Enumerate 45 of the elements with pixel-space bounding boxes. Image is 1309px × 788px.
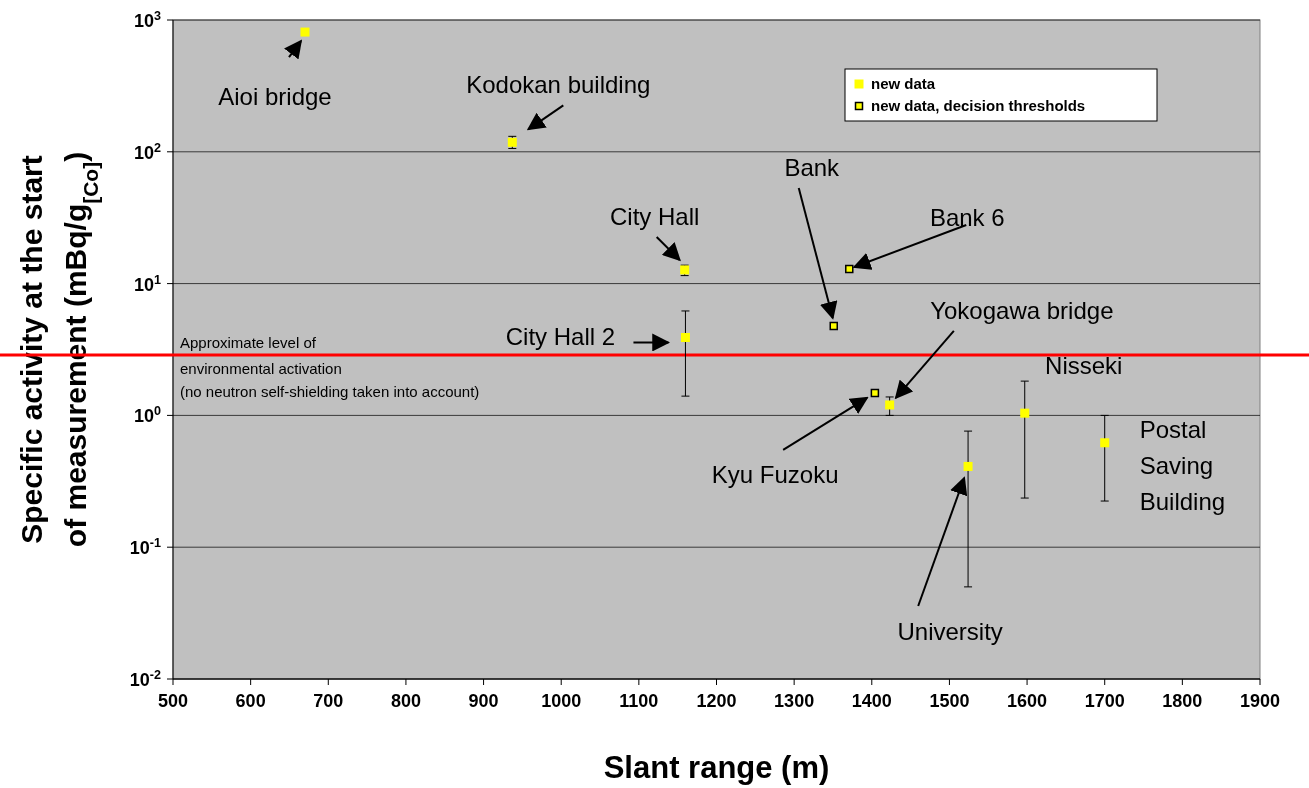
x-tick-label: 1700: [1084, 691, 1125, 711]
x-tick-label: 900: [468, 691, 499, 711]
annotation: Kyu Fuzoku: [711, 460, 839, 488]
y-tick-label: 10$^{1}$: [133, 272, 161, 295]
annotation: Bank 6: [929, 204, 1005, 232]
ref-line-label: Approximate level of environmental activation (no neutron self-shielding taken into account): [180, 334, 480, 401]
point: [963, 461, 973, 471]
y-tick-label: 10$^{-1}$: [129, 536, 161, 559]
annotation: Kodokan building: [466, 71, 651, 99]
x-tick-label: 600: [235, 691, 266, 711]
point: [870, 388, 880, 398]
point: [680, 333, 690, 342]
point: [1100, 438, 1110, 448]
annotation: Nisseki: [1045, 352, 1123, 380]
annotation: Postal Saving Building: [1139, 415, 1226, 515]
legend-label: new data: [871, 75, 936, 92]
point: [829, 321, 838, 331]
x-tick-label: 700: [313, 691, 344, 711]
x-tick-label: 1400: [851, 691, 892, 711]
x-tick-label: 1000: [541, 691, 582, 711]
point: [300, 27, 310, 37]
annotation: Aioi bridge: [218, 83, 332, 111]
annotation: City Hall: [609, 202, 700, 230]
x-tick-label: 1800: [1162, 691, 1203, 711]
x-tick-label: 1900: [1239, 691, 1281, 711]
point: [845, 264, 854, 274]
y-tick-label: 10$^{2}$: [133, 140, 161, 163]
y-tick-label: 10$^{3}$: [133, 9, 161, 31]
y-tick-label: 10$^{-2}$: [129, 668, 161, 690]
x-tick-label: 1100: [619, 691, 659, 711]
annotation: Yokogawa bridge: [930, 296, 1114, 324]
point: [885, 400, 895, 410]
point: [1020, 408, 1030, 418]
x-tick-label: 800: [390, 691, 421, 711]
x-tick-label: 500: [157, 691, 189, 711]
annotation: City Hall 2: [505, 323, 616, 351]
legend-label: new data, decision thresholds: [871, 97, 1086, 114]
x-tick-label: 1500: [929, 691, 970, 711]
x-tick-label: 1200: [696, 691, 737, 711]
x-axis-title: Slant range (m): [603, 750, 830, 785]
x-tick-label: 1600: [1007, 691, 1048, 711]
annotation: Bank: [784, 154, 841, 182]
annotation: University: [897, 618, 1003, 645]
y-tick-label: 10$^{0}$: [133, 404, 161, 427]
x-tick-label: 1300: [774, 691, 815, 711]
